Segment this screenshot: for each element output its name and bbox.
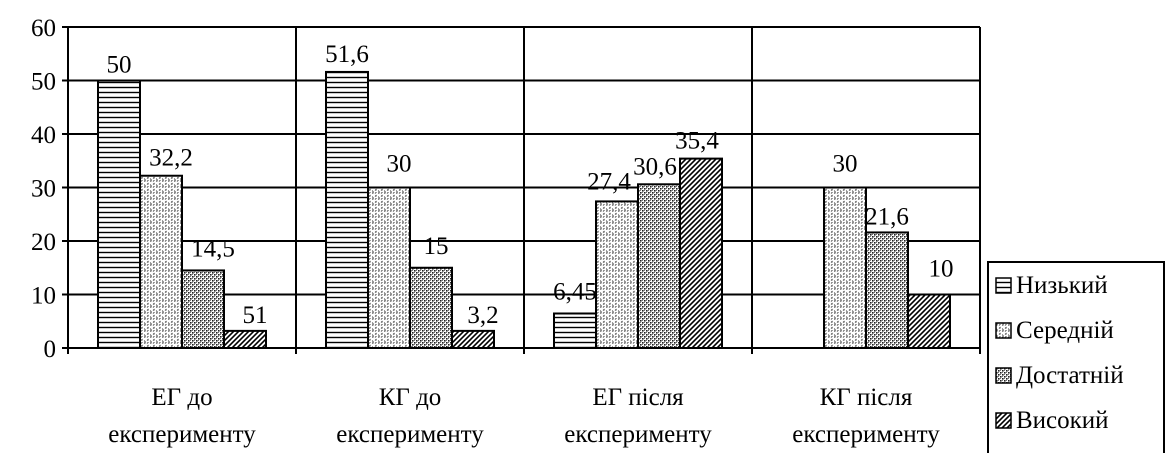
x-category-label: ЕГ до: [151, 384, 212, 411]
y-tick-label: 10: [31, 283, 56, 310]
legend: Низький Середній Достатній Високий: [987, 261, 1165, 453]
x-category-label: КГ після: [820, 384, 913, 411]
legend-box: [987, 261, 1165, 453]
legend-swatch-Високий: [995, 412, 1012, 429]
data-label: 51: [243, 302, 268, 329]
bar-Достатній-3: [865, 231, 909, 349]
data-label: 30: [387, 151, 412, 178]
data-label: 50: [107, 52, 132, 79]
legend-label: Середній: [1016, 317, 1114, 344]
x-category-label: експерименту: [108, 421, 256, 448]
data-label: 3,2: [467, 302, 498, 329]
legend-label: Достатній: [1016, 362, 1124, 389]
y-tick-label: 50: [31, 69, 56, 96]
bar-Низький-1: [325, 70, 369, 349]
bar-Середній-1: [367, 186, 411, 349]
x-category-label: експерименту: [792, 421, 940, 448]
data-label: 27,4: [587, 168, 631, 195]
data-label: 21,6: [865, 203, 909, 230]
legend-swatch-Достатній: [995, 367, 1012, 384]
y-tick-label: 30: [31, 176, 56, 203]
y-tick-label: 40: [31, 122, 56, 149]
x-category-label: експерименту: [564, 421, 712, 448]
x-category-label: КГ до: [379, 384, 442, 411]
bar-Середній-0: [139, 174, 183, 349]
legend-swatch-Середній: [995, 322, 1012, 339]
axes: 0 10 20 30 40 50 60 ЕГ до експерименту КГ до експе…: [31, 15, 981, 448]
y-tick-label: 20: [31, 229, 56, 256]
data-label: 10: [929, 256, 954, 283]
x-category-label: ЕГ після: [592, 384, 684, 411]
bar-Високий-0: [223, 329, 267, 350]
bar-Достатній-0: [181, 269, 225, 349]
bar-Середній-2: [595, 200, 639, 349]
data-label: 6,45: [553, 278, 597, 305]
y-tick-label: 0: [44, 336, 57, 363]
data-label: 35,4: [675, 128, 719, 155]
bar-Достатній-2: [637, 183, 681, 349]
bar-Високий-3: [907, 293, 951, 349]
bar-Низький-2: [553, 312, 597, 349]
data-label: 51,6: [325, 41, 369, 68]
bar-Середній-3: [823, 186, 867, 349]
data-label: 30: [833, 151, 858, 178]
x-category-label: експерименту: [336, 421, 484, 448]
legend-swatch-Низький: [995, 277, 1012, 294]
bar-Низький-0: [97, 79, 141, 349]
bars: [97, 70, 951, 350]
data-label: 15: [424, 233, 449, 260]
legend-label: Високий: [1016, 407, 1109, 434]
bar-Високий-1: [451, 329, 495, 350]
data-labels: 50 51,6 6,45 32,2 30 27,4 30 14,5 15 30,6 21,6 51 3,…: [107, 41, 954, 329]
legend-label: Низький: [1016, 272, 1108, 299]
data-label: 14,5: [191, 235, 235, 262]
y-tick-label: 60: [31, 15, 56, 42]
data-label: 30,6: [633, 153, 677, 180]
bar-Високий-2: [679, 157, 723, 349]
data-label: 32,2: [149, 145, 193, 172]
bar-Достатній-1: [409, 266, 453, 349]
